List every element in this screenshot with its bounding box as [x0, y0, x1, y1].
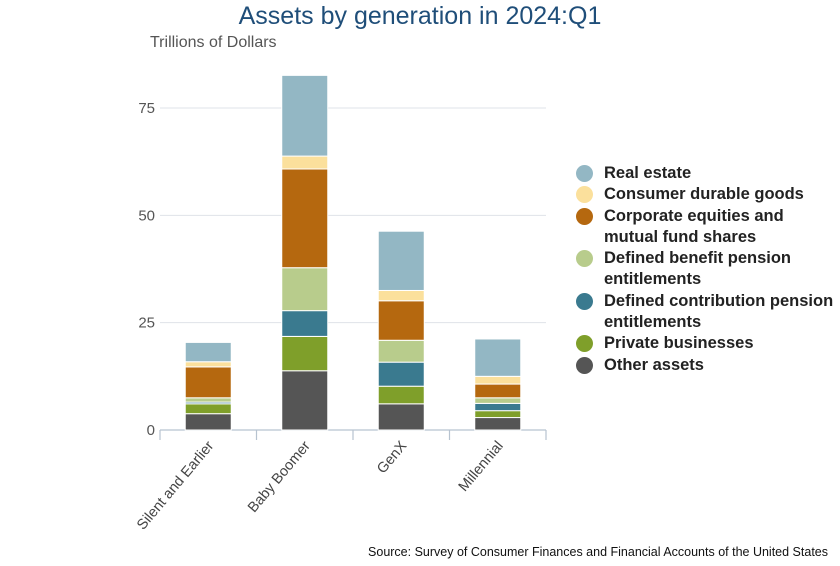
bar-segment — [474, 338, 522, 377]
bar-segment — [474, 410, 522, 419]
bar-segment — [474, 402, 522, 412]
bar-segment — [377, 230, 425, 291]
legend-label: Real estate — [604, 164, 692, 182]
y-tick-label: 50 — [138, 207, 155, 224]
x-tick-label: Baby Boomer — [245, 438, 314, 516]
bar-segment — [184, 413, 232, 431]
legend-swatch — [576, 335, 593, 353]
x-tick-label: Millennial — [456, 438, 507, 495]
legend-swatch — [576, 207, 593, 225]
bar-segment — [377, 339, 425, 363]
legend-swatch — [576, 292, 593, 310]
legend-swatch — [576, 250, 593, 268]
bar-segment — [184, 397, 232, 403]
x-tick-label: Silent and Earlier — [134, 438, 217, 533]
legend-label: Consumer durable goods — [604, 185, 804, 204]
bar-segment — [377, 289, 425, 302]
bar-segment — [184, 403, 232, 415]
legend-swatch — [576, 186, 593, 204]
y-tick-label: 0 — [147, 422, 155, 439]
legend-item: Real estate — [576, 163, 838, 184]
legend-item: Defined contribution pension entitlement… — [576, 291, 838, 334]
bar-segment — [474, 417, 522, 431]
bar-segment — [377, 361, 425, 387]
legend-label: Corporate equities and mutual fund share… — [604, 206, 784, 246]
legend-label: Other assets — [604, 355, 704, 374]
bar-segment — [281, 267, 329, 312]
chart-title: Assets by generation in 2024:Q1 — [238, 2, 602, 30]
bar-segment — [377, 300, 425, 341]
legend-item: Corporate equities and mutual fund share… — [576, 206, 838, 249]
source-note: Source: Survey of Consumer Finances and … — [368, 545, 828, 559]
bar-segment — [281, 335, 329, 372]
bar-segment — [184, 341, 232, 363]
bar-segment — [281, 155, 329, 170]
legend-swatch — [576, 165, 593, 182]
legend-item: Private businesses — [576, 333, 838, 354]
y-tick-label: 75 — [138, 100, 155, 117]
bar-segment — [474, 397, 522, 404]
bar-segment — [281, 168, 329, 269]
bar-segment — [184, 361, 232, 368]
bar-segment — [184, 366, 232, 399]
bar-segment — [474, 383, 522, 399]
x-tick-label: GenX — [374, 438, 410, 477]
legend-item: Defined benefit pension entitlements — [576, 248, 838, 291]
legend-label: Defined benefit pension entitlements — [604, 249, 792, 289]
bar-segment — [281, 310, 329, 337]
legend-item: Consumer durable goods — [576, 184, 838, 205]
bar-segment — [281, 74, 329, 157]
bar-segment — [377, 403, 425, 431]
legend-item: Other assets — [576, 355, 838, 376]
bar-segment — [474, 375, 522, 385]
bar-segment — [377, 385, 425, 405]
bar-segment — [281, 370, 329, 431]
y-axis-label: Trillions of Dollars — [150, 34, 277, 51]
legend-label: Private businesses — [604, 334, 754, 353]
chart-plot: 0 25 50 75 Silent and Earlier Baby Boomer GenX… — [134, 74, 547, 533]
legend-swatch — [576, 356, 593, 374]
legend-label: Defined contribution pension entitlement… — [604, 291, 834, 332]
chart-legend: Real estate Consumer durable goods Corpora… — [576, 163, 838, 376]
y-tick-label: 25 — [138, 315, 155, 332]
